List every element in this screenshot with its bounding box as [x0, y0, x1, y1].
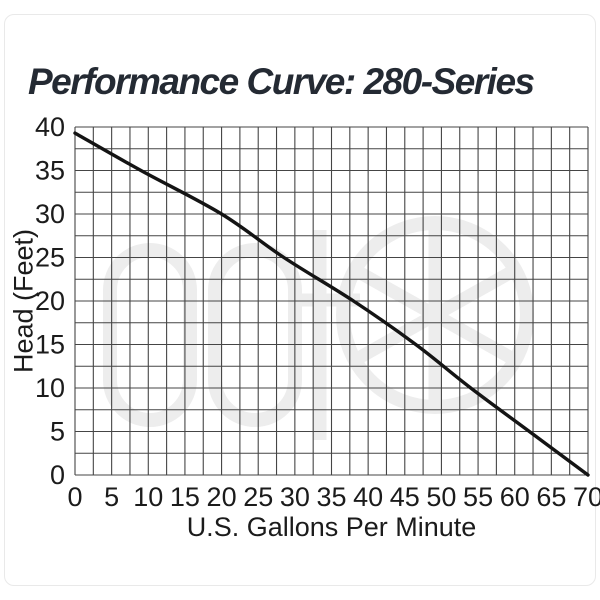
watermark-letter: [103, 243, 197, 427]
x-axis-title: U.S. Gallons Per Minute: [186, 512, 477, 542]
x-tick-label: 50: [426, 482, 456, 512]
x-tick-label: 20: [207, 482, 237, 512]
grid-lines: [74, 126, 589, 476]
watermark-letter: [208, 243, 302, 427]
x-tick-label: 35: [316, 482, 346, 512]
x-tick-label: 55: [463, 482, 493, 512]
y-tick-label: 25: [35, 243, 65, 273]
y-tick-label: 0: [50, 460, 65, 490]
x-tick-label: 60: [500, 482, 530, 512]
x-tick-label: 5: [104, 482, 119, 512]
y-tick-label: 5: [50, 417, 65, 447]
y-tick-label: 40: [35, 112, 65, 142]
watermark: [103, 216, 534, 440]
x-tick-label: 45: [390, 482, 420, 512]
y-tick-label: 10: [35, 373, 65, 403]
x-tick-label: 15: [170, 482, 200, 512]
curve-path: [73, 131, 590, 477]
y-tick-label: 35: [35, 156, 65, 186]
x-tick-label: 65: [536, 482, 566, 512]
x-tick-label: 10: [133, 482, 163, 512]
x-tick-label: 70: [573, 482, 600, 512]
x-tick-label: 0: [67, 482, 82, 512]
y-tick-label: 20: [35, 286, 65, 316]
y-tick-label: 30: [35, 199, 65, 229]
x-tick-label: 40: [353, 482, 383, 512]
head-flow-curve: [73, 131, 590, 477]
x-tick-label: 25: [243, 482, 273, 512]
chart-title: Performance Curve: 280-Series: [28, 61, 535, 102]
x-tick-label: 30: [280, 482, 310, 512]
y-tick-label: 15: [35, 330, 65, 360]
